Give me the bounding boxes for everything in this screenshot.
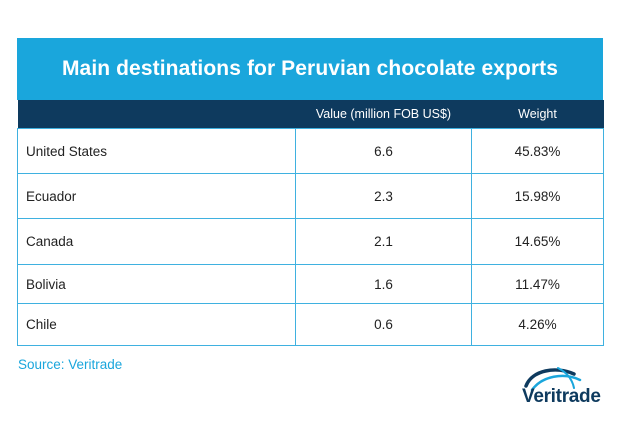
exports-card: Main destinations for Peruvian chocolate… — [17, 38, 604, 346]
value-cell: 2.3 — [295, 173, 472, 219]
country-cell: Chile — [17, 303, 296, 346]
veritrade-swoosh-icon — [524, 367, 582, 392]
header-value: Value (million FOB US$) — [295, 100, 472, 129]
weight-cell: 14.65% — [471, 218, 604, 265]
table-header-row: Value (million FOB US$) Weight — [17, 100, 604, 129]
value-cell: 1.6 — [295, 264, 472, 304]
value-cell: 2.1 — [295, 218, 472, 265]
veritrade-logo: Veritrade — [522, 366, 608, 408]
header-weight: Weight — [471, 100, 604, 129]
exports-table: Value (million FOB US$) Weight United St… — [17, 100, 604, 346]
country-cell: Canada — [17, 218, 296, 265]
weight-cell: 11.47% — [471, 264, 604, 304]
value-cell: 0.6 — [295, 303, 472, 346]
table-row: Bolivia 1.6 11.47% — [17, 264, 604, 304]
source-note: Source: Veritrade — [18, 357, 123, 372]
table-row: Canada 2.1 14.65% — [17, 218, 604, 265]
table-row: Ecuador 2.3 15.98% — [17, 173, 604, 219]
country-cell: Ecuador — [17, 173, 296, 219]
header-country — [17, 100, 296, 129]
country-cell: Bolivia — [17, 264, 296, 304]
table-row: Chile 0.6 4.26% — [17, 303, 604, 346]
country-cell: United States — [17, 128, 296, 174]
weight-cell: 4.26% — [471, 303, 604, 346]
page-title: Main destinations for Peruvian chocolate… — [17, 38, 603, 100]
logo-wordmark: Veritrade — [522, 386, 601, 407]
weight-cell: 45.83% — [471, 128, 604, 174]
table-row: United States 6.6 45.83% — [17, 128, 604, 174]
weight-cell: 15.98% — [471, 173, 604, 219]
value-cell: 6.6 — [295, 128, 472, 174]
